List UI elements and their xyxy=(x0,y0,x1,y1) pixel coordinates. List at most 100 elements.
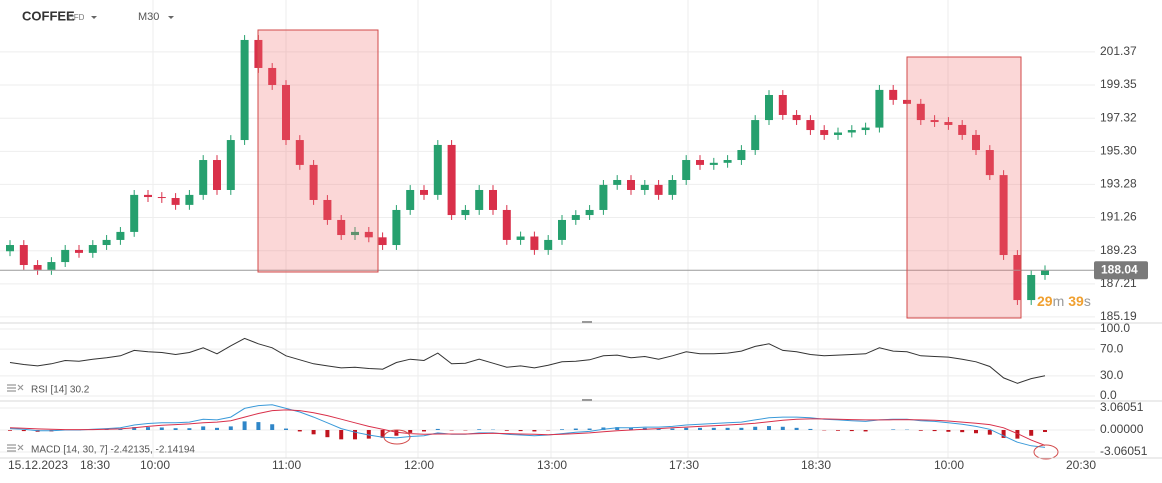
candle-body xyxy=(102,239,111,246)
candle-body xyxy=(144,194,152,198)
histogram-bar xyxy=(353,430,357,440)
histogram-bar xyxy=(325,430,330,438)
y-tick-label: 199.35 xyxy=(1100,77,1137,91)
histogram-bar xyxy=(8,430,12,431)
histogram-bar xyxy=(808,428,813,430)
x-tick-label: 13:00 xyxy=(537,458,567,472)
histogram-bar xyxy=(711,427,716,430)
histogram-bar xyxy=(836,430,840,431)
histogram-bar xyxy=(656,428,661,430)
highlight-box xyxy=(906,56,1022,319)
candle-body xyxy=(489,189,497,210)
candle-body xyxy=(420,189,428,195)
histogram-bar xyxy=(311,430,316,435)
countdown-minutes: 29 xyxy=(1037,293,1053,309)
y-tick-label: 0.0 xyxy=(1100,388,1117,402)
histogram-bar xyxy=(380,430,385,438)
x-tick-label: 10:00 xyxy=(934,458,964,472)
candle-body xyxy=(751,120,760,151)
candle-body xyxy=(930,120,939,123)
histogram-bar xyxy=(849,430,854,432)
countdown-unit: s xyxy=(1084,293,1091,309)
x-tick-label: 17:30 xyxy=(669,458,699,472)
candle-body xyxy=(351,231,359,236)
y-tick-label: 197.32 xyxy=(1100,110,1137,124)
histogram-bar xyxy=(159,427,164,430)
histogram-bar xyxy=(684,427,689,430)
histogram-bar xyxy=(532,430,537,432)
indicator-icons[interactable] xyxy=(7,384,24,452)
histogram-bar xyxy=(629,427,633,430)
candle-body xyxy=(792,114,801,121)
histogram-bar xyxy=(946,430,951,432)
timeframe[interactable]: M30 xyxy=(138,11,159,23)
candle-body xyxy=(185,194,194,205)
symbol-type: CFD xyxy=(68,13,85,22)
candle-body xyxy=(378,237,387,246)
candle-body xyxy=(778,94,787,115)
candle-body xyxy=(1041,270,1049,275)
candle-body xyxy=(696,160,704,165)
candle-body xyxy=(847,130,856,133)
x-tick-label: 12:00 xyxy=(404,458,434,472)
y-tick-label: 193.28 xyxy=(1100,177,1137,191)
histogram-bar xyxy=(960,430,965,433)
candle-body xyxy=(544,239,553,250)
candle-body xyxy=(295,140,304,165)
x-tick-label: 11:00 xyxy=(272,458,301,472)
candle-body xyxy=(627,179,635,190)
candle-body xyxy=(392,209,401,246)
symbol[interactable]: COFFEE xyxy=(22,8,75,23)
dropdown-arrow[interactable] xyxy=(91,16,97,19)
candle-body xyxy=(226,140,235,190)
y-tick-label: 3.06051 xyxy=(1100,400,1144,414)
histogram-bar xyxy=(518,430,523,432)
y-tick-label: 100.0 xyxy=(1100,321,1130,335)
histogram-bar xyxy=(504,430,509,431)
histogram-bar xyxy=(767,426,771,430)
candle-body xyxy=(944,122,953,125)
candle-body xyxy=(916,103,925,121)
candle-body xyxy=(282,85,290,141)
histogram-bar xyxy=(215,427,219,430)
histogram-bar xyxy=(987,430,992,435)
candle-body xyxy=(958,124,967,135)
candle-body xyxy=(323,199,332,220)
histogram-bar xyxy=(974,430,978,434)
macd-label: MACD [14, 30, 7] -2.42135, -2.14194 xyxy=(31,445,195,456)
x-tick-label: 18:30 xyxy=(80,458,110,472)
y-tick-label: 195.30 xyxy=(1100,144,1137,158)
histogram-bar xyxy=(753,426,758,430)
histogram-bar xyxy=(918,430,923,431)
countdown-unit: m xyxy=(1053,293,1065,309)
signal-line xyxy=(9,409,1046,446)
candle-body xyxy=(130,194,139,232)
candle-body xyxy=(240,39,249,141)
candle-body xyxy=(406,189,415,210)
candle-body xyxy=(820,130,829,135)
candle-body xyxy=(709,162,718,165)
countdown-seconds: 39 xyxy=(1068,293,1084,309)
candle-body xyxy=(613,179,622,185)
histogram-bar xyxy=(573,428,578,430)
macd-line xyxy=(9,404,1046,448)
dropdown-arrow[interactable] xyxy=(168,16,174,19)
candle-body xyxy=(585,209,594,216)
histogram-bar xyxy=(228,426,233,430)
candle-body xyxy=(268,67,277,86)
values-line xyxy=(9,337,1046,384)
histogram-bar xyxy=(146,427,150,430)
histogram-bar xyxy=(601,427,606,430)
histogram-bar xyxy=(270,424,275,430)
y-tick-label: 30.0 xyxy=(1100,368,1124,382)
y-tick-label: 191.26 xyxy=(1100,210,1137,224)
candle-body xyxy=(364,231,373,238)
candle-body xyxy=(171,198,180,205)
histogram-bar xyxy=(615,427,620,430)
x-tick-label: 20:30 xyxy=(1066,458,1096,472)
candle-body xyxy=(723,160,732,163)
candle-body xyxy=(889,89,898,100)
y-tick-label: 187.21 xyxy=(1100,276,1137,290)
candle-body xyxy=(985,150,994,176)
